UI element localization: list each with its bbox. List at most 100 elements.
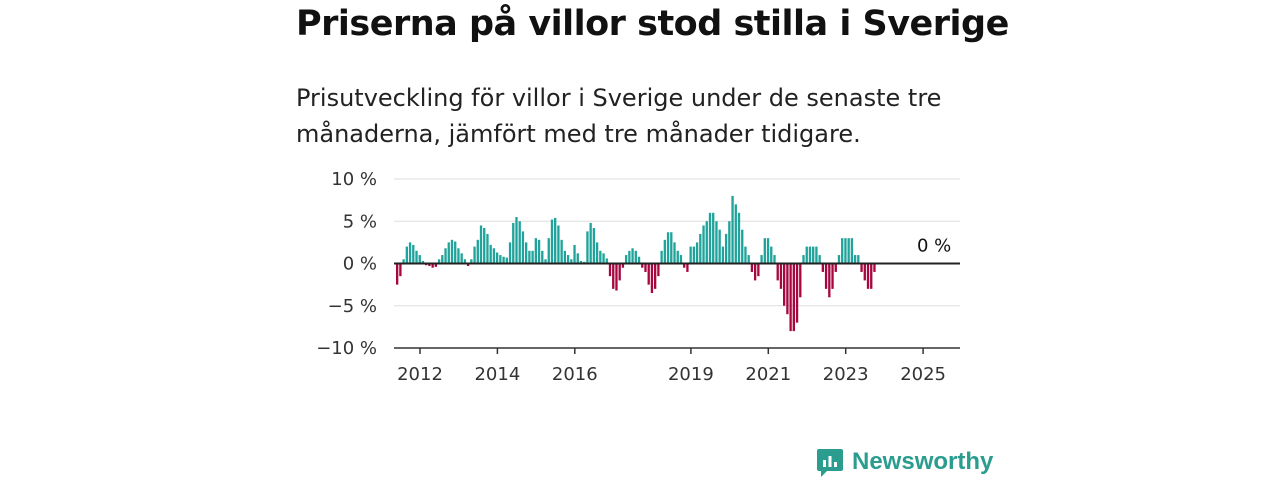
bar — [624, 255, 628, 264]
bar — [705, 221, 708, 264]
bar — [502, 256, 505, 264]
bar — [615, 263, 618, 291]
bar — [537, 239, 541, 264]
bar — [586, 231, 589, 264]
bar — [805, 246, 808, 264]
bar — [673, 242, 676, 264]
y-tick-label: −10 % — [316, 338, 377, 359]
brand-name: Newsworthy — [852, 448, 994, 475]
chart-subtitle: Prisutveckling för villor i Sverige unde… — [296, 84, 942, 148]
bar — [679, 255, 683, 264]
bar — [515, 217, 518, 264]
bar — [541, 250, 544, 264]
bar — [850, 238, 854, 264]
bar — [641, 263, 644, 268]
bar — [737, 212, 741, 264]
bar — [776, 263, 779, 281]
bar — [418, 255, 421, 264]
bar — [547, 238, 550, 264]
bar — [608, 263, 612, 277]
bar — [489, 244, 492, 264]
x-tick-label: 2014 — [474, 364, 520, 385]
bar — [531, 250, 534, 264]
bar — [802, 255, 805, 264]
bar — [441, 255, 444, 264]
bar — [599, 250, 602, 264]
bar — [866, 263, 870, 289]
bar — [821, 263, 825, 272]
bar — [728, 221, 731, 264]
bars — [396, 195, 876, 332]
bar — [834, 263, 837, 272]
chart-logo-icon — [817, 449, 843, 477]
bar — [715, 221, 718, 264]
bar — [741, 229, 744, 264]
bar — [853, 255, 857, 264]
bar — [631, 248, 634, 264]
bar — [495, 252, 499, 264]
bar — [492, 248, 496, 264]
bar — [550, 219, 554, 264]
bar — [534, 238, 537, 264]
bar — [818, 255, 821, 264]
bar — [518, 221, 521, 264]
bar — [750, 263, 754, 272]
bar — [650, 263, 654, 294]
bar — [841, 238, 844, 264]
bar — [718, 229, 721, 264]
bar — [460, 253, 463, 264]
bar — [412, 244, 415, 264]
bar — [479, 225, 483, 264]
x-tick-label: 2023 — [823, 364, 869, 385]
bar — [847, 238, 850, 264]
bar — [831, 263, 834, 289]
bar — [786, 263, 789, 315]
bar — [747, 255, 750, 264]
x-tick-label: 2016 — [552, 364, 598, 385]
bar — [512, 222, 515, 264]
bar — [621, 263, 625, 268]
y-tick-label: 10 % — [331, 169, 377, 190]
bar — [702, 225, 705, 264]
bar — [686, 263, 689, 272]
bar — [773, 255, 776, 264]
bar — [434, 263, 438, 267]
x-tick-label: 2025 — [900, 364, 946, 385]
bar — [792, 263, 795, 332]
bar — [724, 233, 728, 264]
bar — [670, 232, 673, 264]
bar — [408, 242, 412, 264]
chart-title: Priserna på villor stod stilla i Sverige — [296, 4, 1009, 44]
bar — [602, 253, 605, 264]
bar — [463, 259, 467, 264]
bar — [579, 260, 583, 264]
bar — [828, 263, 831, 298]
bar — [450, 239, 454, 264]
bar — [628, 250, 631, 264]
bar — [812, 246, 815, 264]
bar — [753, 263, 757, 281]
bar — [405, 246, 408, 264]
latest-value-label: 0 % — [917, 236, 951, 257]
bar — [576, 253, 579, 264]
bar — [637, 256, 641, 264]
bar — [808, 246, 812, 264]
bar — [618, 263, 621, 281]
bar — [396, 263, 399, 285]
bar — [699, 233, 702, 264]
bar — [508, 242, 512, 264]
bar — [560, 239, 563, 264]
bar — [554, 217, 557, 264]
newsworthy-logo: Newsworthy — [816, 446, 993, 478]
bar — [770, 246, 773, 264]
bar — [431, 263, 434, 268]
bar — [863, 263, 866, 281]
y-tick-label: 5 % — [343, 211, 377, 232]
bar — [783, 263, 786, 306]
bar — [766, 238, 770, 264]
x-axis-labels: 2012 2014 2016 2019 2021 2023 2025 — [397, 348, 946, 385]
bar — [844, 238, 847, 264]
y-axis-labels: 10 % 5 % 0 % −5 % −10 % — [316, 169, 377, 359]
bar — [731, 195, 734, 264]
bar — [570, 259, 573, 264]
